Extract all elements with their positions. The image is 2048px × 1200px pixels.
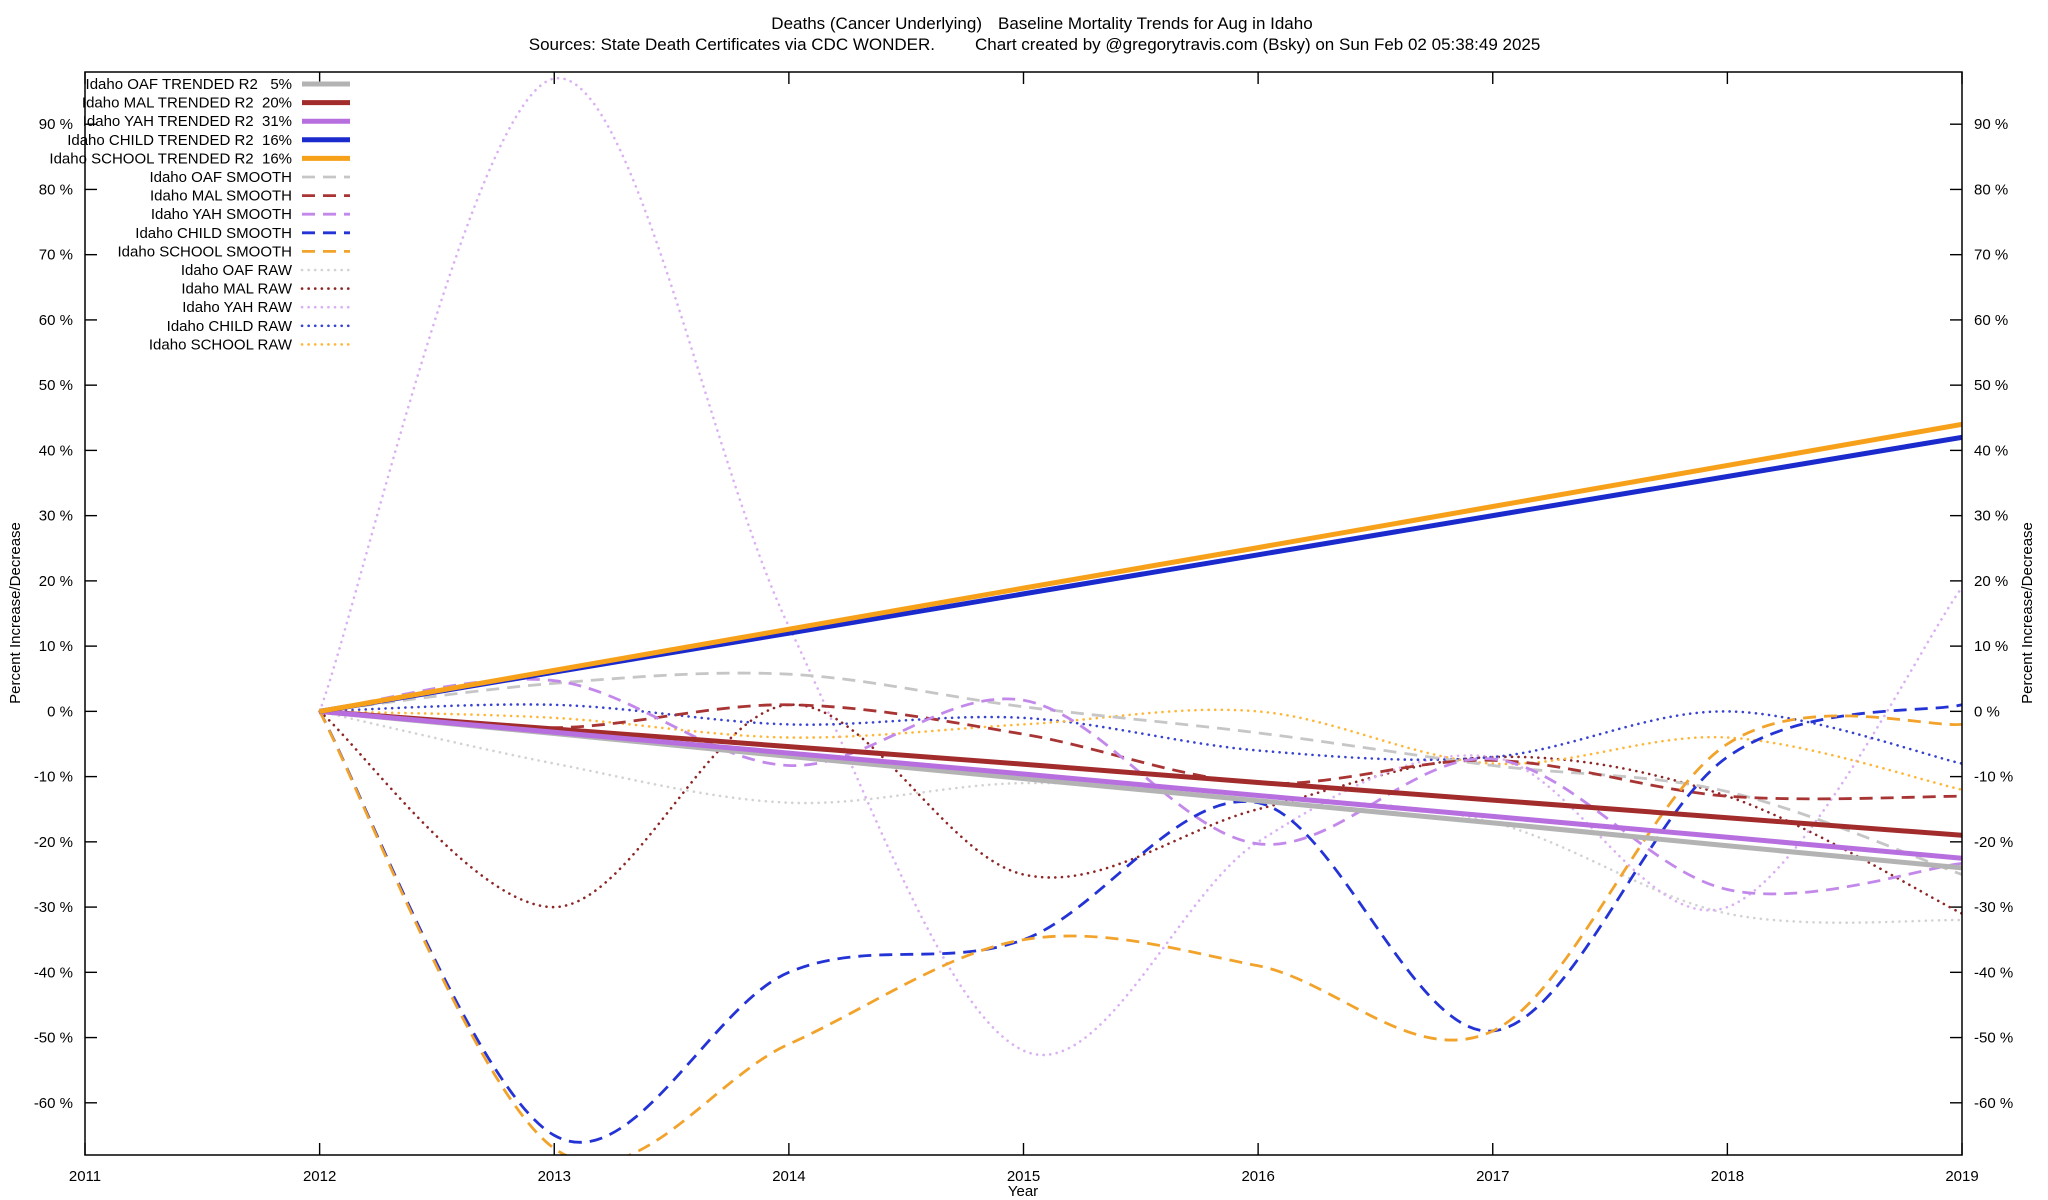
x-axis-label: Year [1008, 1183, 1038, 1200]
plot-border [84, 71, 1963, 1156]
y-tick-label-left: 90 % [39, 116, 73, 133]
y-tick-label-left: 40 % [39, 442, 73, 459]
x-tick-label: 2017 [1476, 1168, 1509, 1185]
y-tick-label-left: 30 % [39, 508, 73, 525]
series-idaho-yah-trended-r2-31 [319, 708, 1962, 861]
legend-label-idaho-mal-raw: Idaho MAL RAW [181, 281, 292, 298]
plot-area: 2011 2012 2013 2014 2015 2016 2017 2018 2019 -60 … [34, 71, 2013, 1185]
y-tick-label-right: 90 % [1974, 116, 2008, 133]
y-tick-label-right: 50 % [1974, 377, 2008, 394]
y-tick-label-left: -40 % [34, 964, 73, 981]
legend-label-idaho-oaf-trended-r2-5: Idaho OAF TRENDED R2 5% [86, 76, 292, 93]
x-tick-label: 2015 [1007, 1168, 1040, 1185]
legend-label-idaho-yah-raw: Idaho YAH RAW [182, 299, 293, 316]
series-idaho-yah-raw [318, 77, 1962, 1057]
chart-subtitle-sources: Sources: State Death Certificates via CD… [529, 35, 935, 54]
legend-label-idaho-mal-trended-r2-20: Idaho MAL TRENDED R2 20% [82, 95, 292, 112]
y-tick-label-left: 20 % [39, 573, 73, 590]
y-tick-label-left: -30 % [34, 899, 73, 916]
y-tick-label-right: 30 % [1974, 508, 2008, 525]
x-tick-label: 2016 [1241, 1168, 1274, 1185]
legend-label-idaho-oaf-smooth: Idaho OAF SMOOTH [149, 169, 292, 186]
y-tick-label-right: 60 % [1974, 312, 2008, 329]
y-tick-label-left: -60 % [34, 1095, 73, 1112]
y-tick-label-left: 10 % [39, 638, 73, 655]
y-tick-label-right: -40 % [1974, 964, 2013, 981]
legend-label-idaho-school-trended-r2-16: Idaho SCHOOL TRENDED R2 16% [49, 150, 292, 167]
chart-subtitle-credit: Chart created by @gregorytravis.com (Bsk… [975, 35, 1540, 54]
y-tick-label-left: -20 % [34, 834, 73, 851]
y-axis-label-right: Percent Increase/Decrease [2019, 522, 2036, 704]
legend-label-idaho-oaf-raw: Idaho OAF RAW [181, 262, 293, 279]
y-tick-label-left: -10 % [34, 769, 73, 786]
y-tick-label-left: 70 % [39, 247, 73, 264]
y-tick-label-right: -20 % [1974, 834, 2013, 851]
y-tick-label-right: 10 % [1974, 638, 2008, 655]
legend-label-idaho-child-raw: Idaho CHILD RAW [167, 318, 293, 335]
y-tick-label-right: -50 % [1974, 1030, 2013, 1047]
legend-label-idaho-child-smooth: Idaho CHILD SMOOTH [135, 225, 292, 242]
chart-title-left: Deaths (Cancer Underlying) [771, 14, 982, 33]
legend-label-idaho-yah-trended-r2-31: Idaho YAH TRENDED R2 31% [83, 113, 292, 130]
x-tick-label: 2011 [69, 1168, 101, 1185]
y-tick-label-right: -60 % [1974, 1095, 2013, 1112]
legend-label-idaho-school-smooth: Idaho SCHOOL SMOOTH [118, 243, 293, 260]
x-tick-label: 2012 [303, 1168, 336, 1185]
y-tick-label-left: 60 % [39, 312, 73, 329]
series-idaho-yah-smooth [319, 677, 1962, 896]
x-tick-label: 2014 [772, 1168, 805, 1185]
y-tick-label-left: 50 % [39, 377, 73, 394]
y-tick-label-right: 40 % [1974, 442, 2008, 459]
legend-label-idaho-mal-smooth: Idaho MAL SMOOTH [150, 188, 292, 205]
legend-label-idaho-school-raw: Idaho SCHOOL RAW [149, 336, 293, 353]
y-tick-label-left: -50 % [34, 1030, 73, 1047]
y-tick-label-right: 20 % [1974, 573, 2008, 590]
series-idaho-school-raw [318, 708, 1962, 791]
x-tick-label: 2013 [538, 1168, 571, 1185]
series-idaho-school-trended-r2-16 [319, 421, 1962, 714]
series-idaho-oaf-smooth [319, 671, 1962, 876]
series-idaho-school-smooth [318, 710, 1962, 1155]
y-tick-label-right: 80 % [1974, 181, 2008, 198]
series-idaho-mal-smooth [319, 703, 1962, 801]
y-axis-label-left: Percent Increase/Decrease [7, 522, 24, 704]
x-tick-label: 2018 [1711, 1168, 1744, 1185]
series-idaho-mal-trended-r2-20 [319, 708, 1962, 838]
series-idaho-child-raw [318, 703, 1962, 765]
y-tick-label-right: -10 % [1974, 769, 2013, 786]
y-tick-label-right: -30 % [1974, 899, 2013, 916]
series-idaho-mal-raw [318, 703, 1962, 915]
y-tick-label-right: 70 % [1974, 247, 2008, 264]
chart-title-right: Baseline Mortality Trends for Aug in Ida… [998, 14, 1313, 33]
series-idaho-child-smooth [318, 703, 1962, 1144]
y-tick-label-left: 0 % [47, 703, 73, 720]
y-tick-label-right: 0 % [1974, 703, 2000, 720]
x-tick-label: 2019 [1945, 1168, 1978, 1185]
y-tick-label-left: 80 % [39, 181, 73, 198]
legend-label-idaho-child-trended-r2-16: Idaho CHILD TRENDED R2 16% [67, 132, 292, 149]
legend-label-idaho-yah-smooth: Idaho YAH SMOOTH [151, 206, 292, 223]
